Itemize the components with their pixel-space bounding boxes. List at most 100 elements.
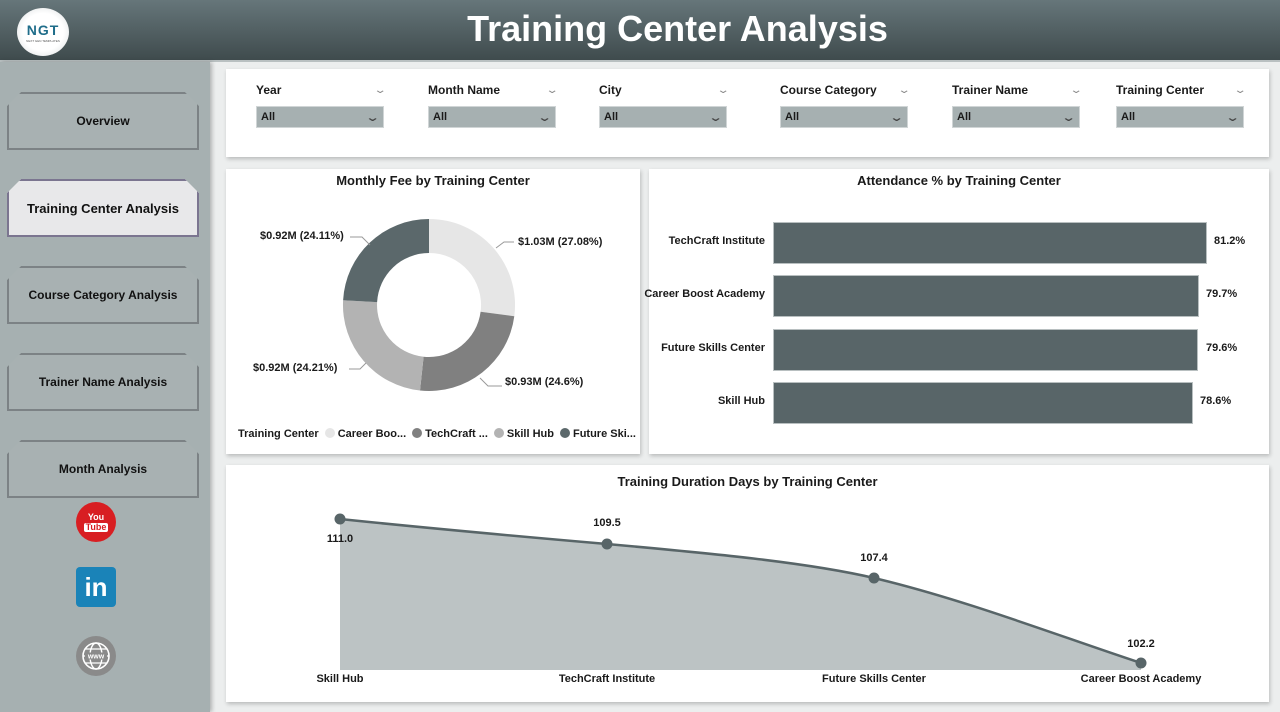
youtube-text-top: You [87,511,105,522]
city-slicer: City ⌄ All ⌄ [599,82,730,128]
course-category-dropdown[interactable]: All ⌄ [780,106,908,128]
legend-item-future-skills[interactable]: Future Ski... [559,428,636,440]
chevron-down-icon[interactable]: ⌄ [1069,84,1083,96]
logo-text: NGT [26,21,60,38]
bar-row: Career Boost Academy 79.7% [644,275,1269,317]
point-techcraft [601,538,613,550]
slicer-value: All [261,111,276,123]
point-skill-hub [334,513,346,525]
chevron-down-icon: ⌄ [1225,111,1240,124]
training-center-dropdown[interactable]: All ⌄ [1116,106,1244,128]
point-value-label: 111.0 [326,533,354,545]
slicer-label: Year [256,83,282,97]
slicer-value: All [433,111,448,123]
bar-category-label: Skill Hub [717,395,765,407]
attendance-bar-chart: Attendance % by Training Center TechCraf… [644,169,1269,454]
svg-text:www: www [87,654,105,661]
chevron-down-icon: ⌄ [1061,111,1076,124]
chevron-down-icon[interactable]: ⌄ [373,84,387,96]
donut-slice-future-skills [343,219,429,303]
legend-item-skill-hub[interactable]: Skill Hub [493,428,554,440]
bar-future-skills[interactable] [773,329,1198,371]
nav-label: Training Center Analysis [27,200,179,216]
chevron-down-icon[interactable]: ⌄ [545,84,559,96]
x-axis-label: Skill Hub [316,673,364,685]
filter-panel: Year ⌄ All ⌄ Month Name ⌄ All ⌄ City ⌄ All ⌄ C… [226,69,1269,157]
training-center-slicer: Training Center ⌄ All ⌄ [1116,82,1247,128]
data-label-career-boost: $1.03M (27.08%) [518,236,603,248]
chevron-down-icon[interactable]: ⌄ [1233,84,1247,96]
legend-item-techcraft[interactable]: TechCraft ... [412,428,488,440]
slicer-value: All [957,111,972,123]
bar-category-label: Career Boost Academy [644,288,765,300]
linkedin-text: in [84,571,108,602]
year-slicer: Year ⌄ All ⌄ [256,82,387,128]
nav-label: Overview [76,114,130,128]
area-line [339,517,1142,665]
x-axis-label: Career Boost Academy [1080,673,1202,685]
chart-title: Monthly Fee by Training Center [336,173,530,188]
slicer-label: Training Center [1116,83,1205,97]
data-label-techcraft: $0.93M (24.6%) [505,376,584,388]
nav-label: Course Category Analysis [28,288,178,302]
slicer-value: All [1121,111,1136,123]
nav-overview-button[interactable]: Overview [7,92,199,150]
bar-category-label: TechCraft Institute [668,235,765,247]
x-axis-label: Future Skills Center [822,673,926,685]
page-title: Training Center Analysis [467,8,888,49]
chevron-down-icon: ⌄ [365,111,380,124]
nav-course-category-analysis-button[interactable]: Course Category Analysis [7,266,199,324]
area-svg [334,513,1147,670]
sidebar: Overview Training Center Analysis Course… [0,62,210,712]
monthly-fee-donut-chart: Monthly Fee by Training Center $0.92M (2… [226,169,640,454]
chevron-down-icon[interactable]: ⌄ [897,84,911,96]
bar-career-boost[interactable] [773,275,1199,317]
slicer-label: City [599,83,622,97]
donut-slice-career-boost [429,219,516,317]
point-career-boost [1135,657,1147,669]
chevron-down-icon: ⌄ [537,111,552,124]
slicer-value: All [604,111,619,123]
legend-title: Training Center [238,428,319,440]
ngt-logo: NGT NEXT GEN TEMPLATES [17,8,69,56]
bar-value-label: 79.6% [1206,342,1238,354]
bar-value-label: 81.2% [1214,235,1246,247]
data-label-skill-hub: $0.92M (24.21%) [253,362,338,374]
point-value-label: 107.4 [860,552,888,564]
x-axis-label: TechCraft Institute [558,673,656,685]
bar-row: Skill Hub 78.6% [649,382,1269,424]
donut-svg [342,219,516,391]
chevron-down-icon[interactable]: ⌄ [716,84,730,96]
logo-subtext: NEXT GEN TEMPLATES [26,38,60,43]
website-globe-icon[interactable]: www [76,636,116,676]
legend-item-career-boost[interactable]: Career Boo... [324,428,406,440]
slicer-label: Course Category [780,83,877,97]
year-dropdown[interactable]: All ⌄ [256,106,384,128]
linkedin-icon[interactable]: in [76,567,116,607]
month-name-dropdown[interactable]: All ⌄ [428,106,556,128]
chart-title: Training Duration Days by Training Cente… [617,474,878,489]
slicer-value: All [785,111,800,123]
bar-skill-hub[interactable] [773,382,1193,424]
chevron-down-icon: ⌄ [889,111,904,124]
training-duration-area-chart: Training Duration Days by Training Cente… [226,465,1269,702]
donut-slice-techcraft [420,311,515,391]
nav-month-analysis-button[interactable]: Month Analysis [7,440,199,498]
slicer-label: Month Name [428,83,500,97]
youtube-text-bottom: Tube [83,521,109,532]
youtube-icon[interactable]: You Tube [76,502,116,542]
bar-techcraft[interactable] [773,222,1207,264]
nav-label: Month Analysis [58,462,148,476]
point-future-skills [868,572,880,584]
trainer-name-dropdown[interactable]: All ⌄ [952,106,1080,128]
nav-training-center-analysis-button[interactable]: Training Center Analysis [7,179,199,237]
course-category-slicer: Course Category ⌄ All ⌄ [780,82,911,128]
bar-row: Future Skills Center 79.6% [649,329,1269,371]
bar-category-label: Future Skills Center [661,342,765,354]
bar-row: TechCraft Institute 81.2% [649,222,1269,264]
nav-trainer-name-analysis-button[interactable]: Trainer Name Analysis [7,353,199,411]
city-dropdown[interactable]: All ⌄ [599,106,727,128]
header-bar: NGT NEXT GEN TEMPLATES Training Center A… [0,0,1280,62]
data-label-future-skills: $0.92M (24.11%) [260,230,344,242]
chart-title: Attendance % by Training Center [857,173,1061,188]
